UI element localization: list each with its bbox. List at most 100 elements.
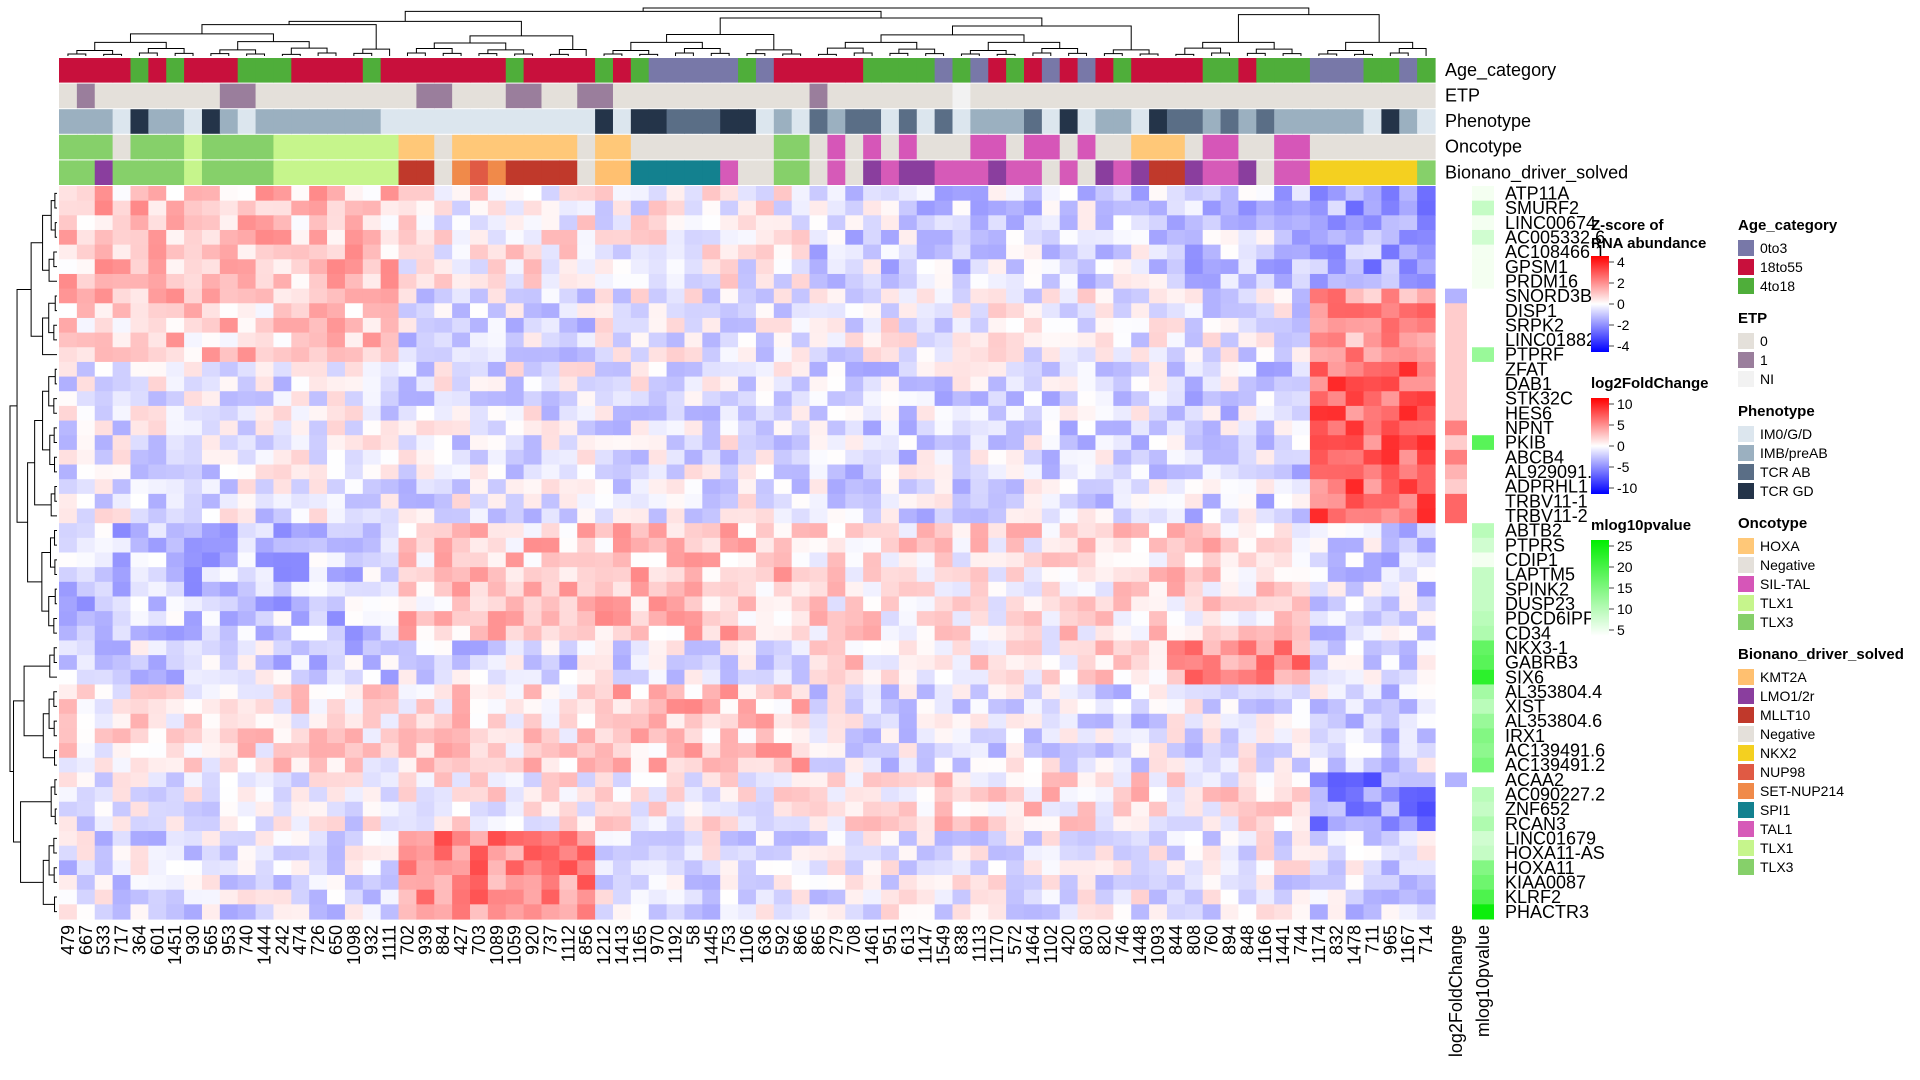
heatmap-cell — [684, 493, 703, 510]
heatmap-cell — [1077, 200, 1097, 216]
heatmap-cell — [130, 860, 149, 876]
heatmap-cell — [327, 713, 346, 730]
heatmap-cell — [595, 347, 614, 363]
annotation-cell — [166, 134, 185, 160]
heatmap-cell — [934, 332, 954, 348]
heatmap-cell — [666, 860, 686, 876]
annotation-cell — [273, 109, 292, 134]
annotation-cell — [1345, 83, 1365, 109]
heatmap-cell — [470, 728, 489, 744]
heatmap-cell — [684, 200, 703, 216]
heatmap-cell — [1220, 464, 1240, 480]
heatmap-cell — [1363, 420, 1382, 436]
heatmap-cell — [881, 449, 900, 466]
dendrogram-branch — [94, 41, 167, 51]
lfc-cell — [1445, 845, 1467, 861]
sample-label: 808 — [1184, 925, 1204, 955]
heatmap-cell — [1363, 361, 1382, 378]
heatmap-cell — [755, 611, 775, 627]
heatmap-cell — [1363, 273, 1382, 290]
heatmap-cell — [76, 449, 96, 466]
heatmap-cell — [738, 361, 757, 378]
heatmap-cell — [201, 728, 221, 744]
heatmap-cell — [881, 244, 900, 260]
annotation-cell — [184, 58, 203, 83]
heatmap-cell — [505, 684, 525, 700]
heatmap-cell — [255, 376, 275, 392]
legend-swatch — [1738, 333, 1754, 349]
heatmap-cell — [755, 464, 775, 480]
heatmap-cell — [380, 684, 400, 700]
heatmap-cell — [380, 435, 400, 451]
heatmap-cell — [327, 435, 346, 451]
heatmap-cell — [487, 728, 507, 744]
pval-cell — [1472, 405, 1494, 422]
heatmap-cell — [827, 435, 846, 451]
heatmap-cell — [76, 259, 96, 275]
heatmap-cell — [273, 332, 292, 348]
heatmap-cell — [1309, 244, 1329, 260]
heatmap-cell — [791, 757, 811, 773]
annotation-cell — [470, 109, 489, 134]
annotation-cell — [1023, 160, 1043, 185]
annotation-cell — [738, 83, 757, 109]
annotation-cell — [255, 160, 275, 185]
heatmap-cell — [1274, 875, 1293, 891]
heatmap-cell — [309, 244, 328, 260]
heatmap-cell — [1095, 523, 1114, 539]
heatmap-cell — [1327, 479, 1347, 495]
annotation-cell — [738, 58, 757, 83]
heatmap-cell — [595, 244, 614, 260]
heatmap-cell — [309, 875, 328, 891]
annotation-cell — [1023, 83, 1043, 109]
heatmap-cell — [648, 376, 668, 392]
heatmap-cell — [59, 479, 78, 495]
annotation-cell — [1095, 134, 1114, 160]
heatmap-cell — [1059, 640, 1079, 656]
dendrogram-branch — [353, 52, 373, 56]
heatmap-cell — [1417, 332, 1436, 348]
heatmap-cell — [1363, 303, 1382, 319]
heatmap-cell — [434, 875, 453, 891]
heatmap-cell — [416, 875, 435, 891]
heatmap-cell — [273, 508, 292, 524]
heatmap-cell — [184, 713, 203, 730]
heatmap-cell — [595, 669, 614, 686]
heatmap-cell — [94, 875, 114, 891]
heatmap-cell — [1113, 464, 1132, 480]
heatmap-cell — [1309, 523, 1329, 539]
legend-label: 1 — [1760, 352, 1768, 368]
annotation-cell — [1077, 58, 1097, 83]
heatmap-cell — [1220, 317, 1240, 334]
annotation-cell — [934, 160, 954, 185]
heatmap-cell — [970, 200, 989, 216]
heatmap-cell — [344, 420, 364, 436]
heatmap-cell — [452, 757, 471, 773]
heatmap-cell — [630, 303, 650, 319]
heatmap-cell — [827, 889, 846, 905]
heatmap-cell — [1131, 273, 1150, 290]
heatmap-cell — [416, 816, 435, 832]
heatmap-cell — [434, 787, 453, 803]
heatmap-cell — [1202, 288, 1222, 304]
annotation-cell — [344, 134, 364, 160]
heatmap-cell — [59, 537, 78, 554]
sample-label: 856 — [576, 925, 596, 955]
heatmap-cell — [1345, 552, 1365, 568]
annotation-cell — [1059, 160, 1079, 185]
heatmap-cell — [1095, 391, 1114, 407]
heatmap-cell — [809, 288, 829, 304]
heatmap-cell — [76, 787, 96, 803]
annotation-cell — [612, 58, 632, 83]
annotation-cell — [76, 58, 96, 83]
annotation-cell — [1220, 160, 1240, 185]
annotation-cell — [702, 109, 721, 134]
scale-tick-label: 10 — [1617, 396, 1633, 412]
heatmap-cell — [380, 699, 400, 715]
lfc-cell — [1445, 273, 1467, 290]
heatmap-cell — [1274, 889, 1293, 905]
heatmap-cell — [1363, 376, 1382, 392]
sample-label: 726 — [308, 925, 328, 955]
heatmap-cell — [952, 537, 971, 554]
heatmap-cell — [362, 376, 382, 392]
